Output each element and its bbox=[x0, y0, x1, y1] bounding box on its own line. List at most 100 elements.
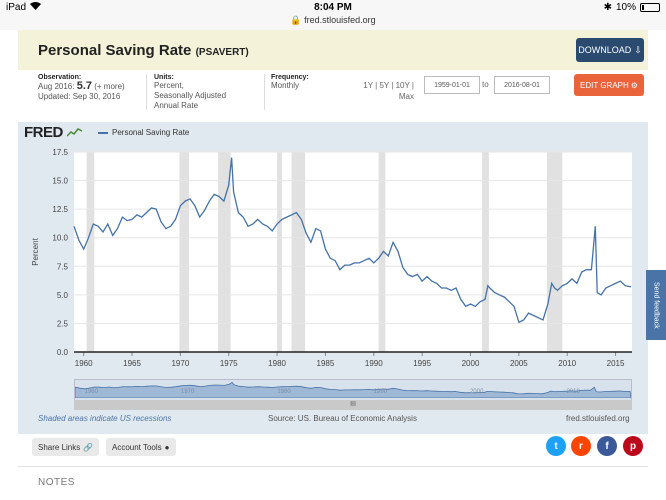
x-tick-label: 1985 bbox=[317, 359, 335, 368]
download-button[interactable]: DOWNLOAD ⇩ bbox=[576, 38, 644, 62]
notes-heading: NOTES bbox=[38, 477, 75, 488]
wifi-icon bbox=[30, 2, 42, 13]
divider bbox=[264, 74, 265, 110]
navigator-label: 2000 bbox=[470, 389, 484, 395]
y-tick-label: 10.0 bbox=[52, 234, 68, 243]
x-tick-label: 2015 bbox=[607, 359, 625, 368]
y-tick-label: 17.5 bbox=[52, 148, 68, 157]
navigator-label: 2010 bbox=[566, 389, 580, 395]
share-links-button[interactable]: Share Links 🔗 bbox=[32, 438, 100, 456]
status-bar: iPad 8:04 PM 🔒 fred.stlouisfed.org ✱ 10% bbox=[0, 0, 666, 30]
y-tick-label: 0.0 bbox=[57, 348, 69, 357]
date-to-input[interactable]: 2016-08-01 bbox=[494, 76, 550, 94]
facebook-icon[interactable]: f bbox=[597, 436, 617, 456]
x-tick-label: 1975 bbox=[220, 359, 238, 368]
recession-band bbox=[86, 152, 95, 352]
x-tick-label: 1960 bbox=[75, 359, 93, 368]
account-tools-button[interactable]: Account Tools ● bbox=[106, 438, 176, 456]
range-max-link[interactable]: Max bbox=[398, 92, 414, 101]
battery-label: 10% bbox=[615, 2, 636, 13]
account-tools-label: Account Tools bbox=[112, 442, 162, 452]
series-title: Personal Saving Rate (PSAVERT) bbox=[38, 42, 249, 59]
line-chart[interactable]: 0.0 2.5 5.0 7.5 10.0 12.5 15.0 17.5 1960 1965 1970… bbox=[18, 122, 648, 374]
url-text: fred.stlouisfed.org bbox=[304, 15, 376, 25]
twitter-icon[interactable]: t bbox=[546, 436, 566, 456]
units-label: Units: bbox=[154, 74, 174, 81]
status-left: iPad bbox=[6, 2, 42, 13]
link-icon: 🔗 bbox=[83, 442, 94, 452]
edit-graph-label: EDIT GRAPH bbox=[580, 80, 629, 90]
recession-band bbox=[291, 152, 306, 352]
observation-more-link[interactable]: (+ more) bbox=[94, 82, 125, 91]
y-tick-label: 15.0 bbox=[52, 177, 68, 186]
notes-section: NOTES bbox=[18, 466, 648, 500]
series-header: Personal Saving Rate (PSAVERT) DOWNLOAD … bbox=[18, 30, 648, 70]
x-tick-label: 1990 bbox=[365, 359, 383, 368]
x-tick-label: 1965 bbox=[123, 359, 141, 368]
recession-note: Shaded areas indicate US recessions bbox=[38, 414, 172, 423]
units-value: Percent, bbox=[154, 81, 184, 90]
y-tick-label: 5.0 bbox=[57, 291, 69, 300]
navigator-label: 1980 bbox=[277, 389, 291, 395]
navigator-area bbox=[74, 381, 632, 399]
fred-logo-text: FRED bbox=[24, 124, 63, 141]
legend-label: Personal Saving Rate bbox=[112, 128, 190, 137]
action-row: Share Links 🔗 Account Tools ● t r f p bbox=[18, 434, 648, 462]
fred-logo: FRED bbox=[24, 124, 83, 141]
address-bar[interactable]: 🔒 fred.stlouisfed.org bbox=[0, 15, 666, 26]
reddit-icon[interactable]: r bbox=[571, 436, 591, 456]
observation-date: Aug 2016: bbox=[38, 82, 75, 91]
page: Personal Saving Rate (PSAVERT) DOWNLOAD … bbox=[18, 30, 648, 500]
user-icon: ● bbox=[164, 442, 170, 452]
frequency-block: Frequency: Monthly bbox=[271, 74, 309, 91]
site-label: fred.stlouisfed.org bbox=[566, 414, 630, 423]
observation-block: Observation: Aug 2016: 5.7 (+ more) Upda… bbox=[38, 74, 125, 102]
x-tick-label: 2000 bbox=[462, 359, 480, 368]
series-title-text: Personal Saving Rate bbox=[38, 42, 192, 59]
download-icon: ⇩ bbox=[634, 44, 642, 55]
range-links-text[interactable]: 1Y | 5Y | 10Y | bbox=[363, 81, 414, 90]
updated-text: Updated: Sep 30, 2016 bbox=[38, 92, 121, 101]
recession-band bbox=[179, 152, 190, 352]
x-tick-label: 1970 bbox=[171, 359, 189, 368]
source-note[interactable]: Source: US. Bureau of Economic Analysis bbox=[268, 414, 417, 423]
navigator-label: 1960 bbox=[85, 389, 99, 395]
legend-swatch bbox=[98, 131, 108, 134]
device-label: iPad bbox=[6, 2, 27, 13]
units-value-2: Seasonally Adjusted bbox=[154, 91, 227, 100]
navigator-label: 1970 bbox=[181, 389, 195, 395]
status-time: 8:04 PM bbox=[314, 2, 352, 13]
recession-band bbox=[277, 152, 282, 352]
frequency-value: Monthly bbox=[271, 81, 300, 90]
range-links[interactable]: 1Y | 5Y | 10Y | Max bbox=[354, 80, 414, 102]
y-tick-label: 12.5 bbox=[52, 205, 68, 214]
date-to-label: to bbox=[482, 80, 489, 89]
series-code: (PSAVERT) bbox=[195, 47, 249, 58]
battery-icon bbox=[640, 3, 660, 12]
status-right: ✱ 10% bbox=[604, 2, 660, 13]
lock-icon: 🔒 bbox=[290, 15, 302, 25]
bluetooth-icon: ✱ bbox=[603, 2, 612, 13]
date-from-input[interactable]: 1959-01-01 bbox=[424, 76, 480, 94]
pinterest-icon[interactable]: p bbox=[623, 436, 643, 456]
series-line bbox=[73, 157, 632, 324]
download-label: DOWNLOAD bbox=[578, 45, 632, 55]
units-value-3: Annual Rate bbox=[154, 101, 199, 110]
scrollbar-handle[interactable]: III bbox=[350, 401, 356, 408]
share-links-label: Share Links bbox=[38, 442, 81, 452]
recession-band bbox=[378, 152, 386, 352]
send-feedback-button[interactable]: Send feedback bbox=[646, 270, 666, 340]
chart-logo-icon bbox=[65, 128, 82, 137]
x-tick-label: 1980 bbox=[268, 359, 286, 368]
observation-value: 5.7 bbox=[76, 80, 93, 92]
recession-band bbox=[482, 152, 489, 352]
x-tick-label: 1995 bbox=[413, 359, 431, 368]
navigator-scrollbar[interactable]: III bbox=[74, 400, 632, 410]
navigator-sparkline: 1960 1970 1980 1990 2000 2010 bbox=[74, 381, 632, 399]
chart-legend: Personal Saving Rate bbox=[98, 128, 189, 137]
edit-graph-button[interactable]: EDIT GRAPH ⚙ bbox=[574, 74, 644, 96]
units-block: Units: Percent, Seasonally Adjusted Annu… bbox=[154, 74, 226, 111]
y-tick-label: 2.5 bbox=[57, 319, 69, 328]
chart-area: FRED Personal Saving Rate 0.0 2.5 5.0 7.5 10… bbox=[18, 122, 648, 434]
observation-label: Observation: bbox=[38, 74, 82, 81]
